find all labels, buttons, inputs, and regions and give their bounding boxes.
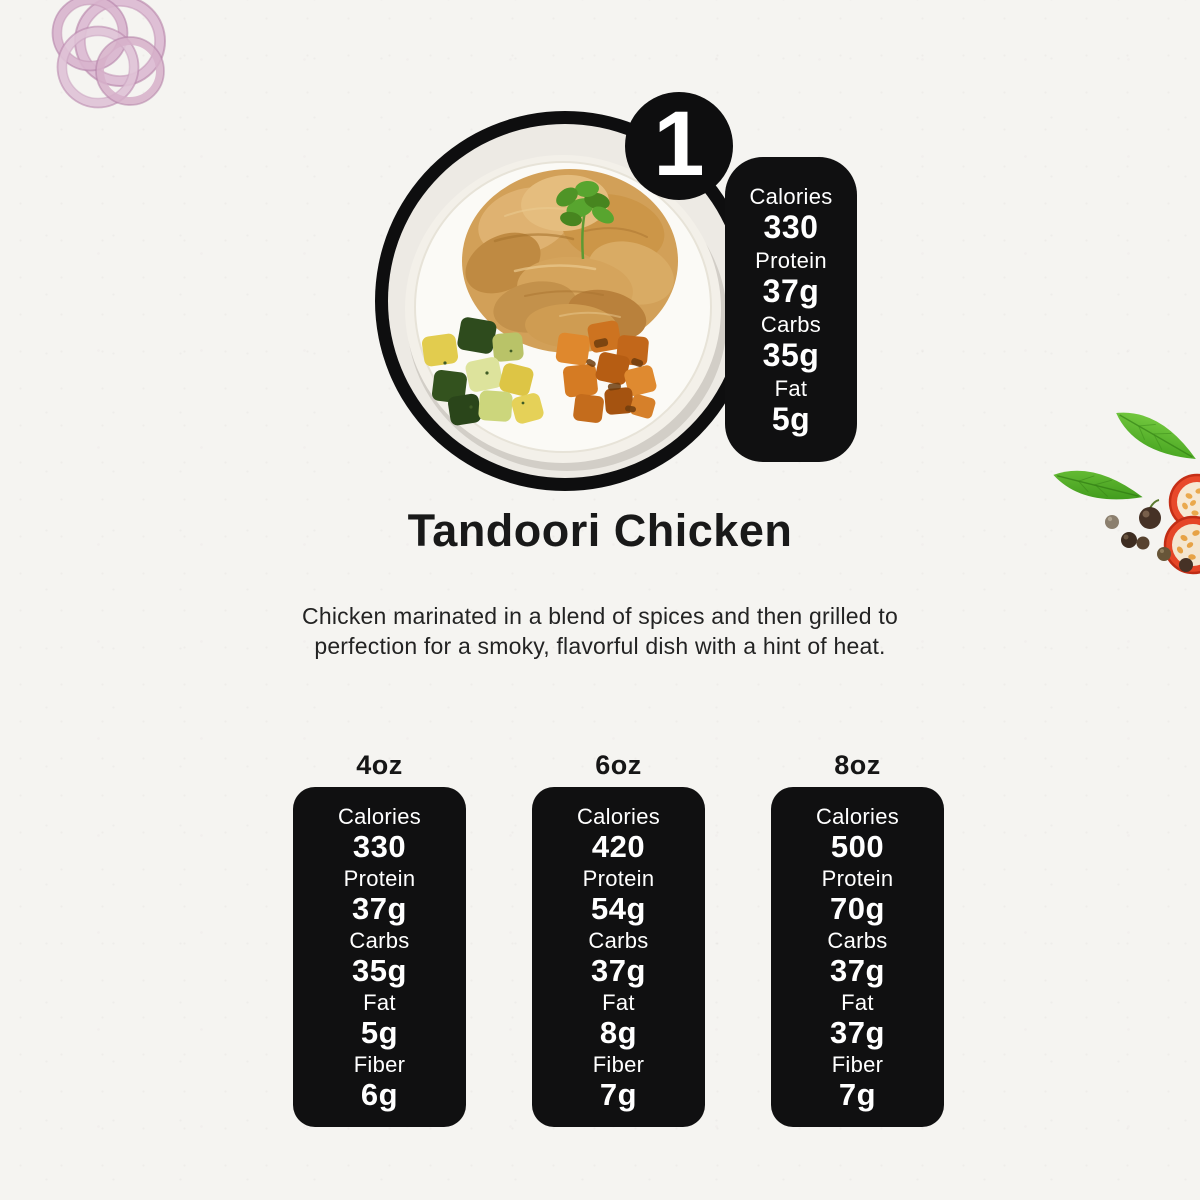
nutrition-row: Carbs 35g (761, 312, 821, 372)
nutrition-row: Carbs 35g (349, 928, 409, 987)
zucchini-squash (421, 317, 544, 426)
nutrition-value: 330 (352, 828, 407, 864)
nutrition-label: Protein (821, 865, 894, 891)
nutrition-value: 7g (838, 1076, 877, 1112)
nutrition-row: Fat 5g (361, 990, 398, 1049)
nutrition-value: 35g (762, 336, 820, 373)
nutrition-value: 35g (352, 952, 407, 988)
basil-leaves (1053, 412, 1196, 500)
nutrition-row: Fat 37g (830, 990, 885, 1049)
nutrition-value: 330 (763, 208, 819, 245)
nutrition-label: Fat (602, 989, 635, 1015)
nutrition-label: Calories (749, 183, 833, 209)
nutrition-value: 5g (360, 1014, 399, 1050)
nutrition-label: Fat (363, 989, 396, 1015)
nutrition-row: Fiber 7g (593, 1052, 645, 1111)
nutrition-row: Fat 8g (600, 990, 637, 1049)
nutrition-value: 7g (599, 1076, 638, 1112)
nutrition-row: Protein 37g (755, 248, 827, 308)
portion-size-label: 4oz (356, 750, 403, 780)
meal-title: Tandoori Chicken (407, 505, 793, 556)
portion-size-label: 6oz (595, 750, 642, 780)
meal-number: 1 (653, 93, 705, 195)
nutrition-value: 37g (352, 890, 407, 926)
nutrition-label: Calories (815, 803, 900, 829)
portion-nutrition-panel: Calories 330 Protein 37g Carbs 35g Fat 5… (293, 787, 466, 1127)
portion-6oz: 6oz Calories 420 Protein 54g Carbs 37g F… (532, 750, 705, 1127)
nutrition-row: Carbs 37g (588, 928, 648, 987)
nutrition-label: Calories (337, 803, 422, 829)
nutrition-row: Calories 420 (577, 804, 660, 863)
nutrition-label: Calories (576, 803, 661, 829)
nutrition-value: 8g (599, 1014, 638, 1050)
sweet-potato-cubes (555, 320, 657, 423)
nutrition-value: 37g (830, 1014, 885, 1050)
nutrition-label: Protein (582, 865, 655, 891)
nutrition-value: 37g (830, 952, 885, 988)
nutrition-label: Fiber (831, 1051, 884, 1077)
nutrition-label: Carbs (827, 927, 888, 953)
nutrition-row: Fat 5g (772, 376, 810, 436)
portion-nutrition-panel: Calories 500 Protein 70g Carbs 37g Fat 3… (771, 787, 944, 1127)
nutrition-label: Fiber (353, 1051, 406, 1077)
basil-pepper-chili-decoration (1053, 412, 1200, 575)
meal-number-badge: 1 (625, 92, 733, 200)
meal-description: Chicken marinated in a blend of spices a… (0, 601, 1200, 661)
nutrition-label: Carbs (588, 927, 649, 953)
description-line-1: Chicken marinated in a blend of spices a… (302, 603, 898, 629)
nutrition-row: Carbs 37g (827, 928, 887, 987)
nutrition-label: Protein (755, 247, 827, 273)
nutrition-row: Protein 54g (583, 866, 655, 925)
chili-slices (1163, 473, 1200, 575)
hero-nutrition-panel: Calories 330 Protein 37g Carbs 35g Fat 5… (725, 157, 857, 462)
nutrition-label: Protein (343, 865, 416, 891)
nutrition-row: Fiber 7g (832, 1052, 884, 1111)
nutrition-row: Protein 70g (822, 866, 894, 925)
nutrition-value: 500 (830, 828, 885, 864)
portion-size-label: 8oz (834, 750, 881, 780)
nutrition-value: 37g (591, 952, 646, 988)
description-line-2: perfection for a smoky, flavorful dish w… (314, 633, 886, 659)
nutrition-label: Carbs (349, 927, 410, 953)
peppercorns (1105, 499, 1193, 572)
nutrition-label: Carbs (760, 311, 822, 337)
portion-8oz: 8oz Calories 500 Protein 70g Carbs 37g F… (771, 750, 944, 1127)
nutrition-row: Protein 37g (344, 866, 416, 925)
nutrition-row: Fiber 6g (354, 1052, 406, 1111)
nutrition-label: Fat (774, 375, 808, 401)
portion-4oz: 4oz Calories 330 Protein 37g Carbs 35g F… (293, 750, 466, 1127)
nutrition-value: 6g (360, 1076, 399, 1112)
nutrition-label: Fat (841, 989, 874, 1015)
nutrition-value: 5g (771, 400, 811, 437)
nutrition-value: 70g (830, 890, 885, 926)
nutrition-value: 37g (762, 272, 820, 309)
nutrition-label: Fiber (592, 1051, 645, 1077)
nutrition-row: Calories 500 (816, 804, 899, 863)
cilantro-garnish (556, 180, 614, 260)
nutrition-row: Calories 330 (749, 184, 832, 244)
nutrition-row: Calories 330 (338, 804, 421, 863)
portion-nutrition-panel: Calories 420 Protein 54g Carbs 37g Fat 8… (532, 787, 705, 1127)
onion-rings-decoration (51, 0, 166, 109)
nutrition-value: 420 (591, 828, 646, 864)
nutrition-value: 54g (591, 890, 646, 926)
portion-options: 4oz Calories 330 Protein 37g Carbs 35g F… (293, 750, 944, 1127)
